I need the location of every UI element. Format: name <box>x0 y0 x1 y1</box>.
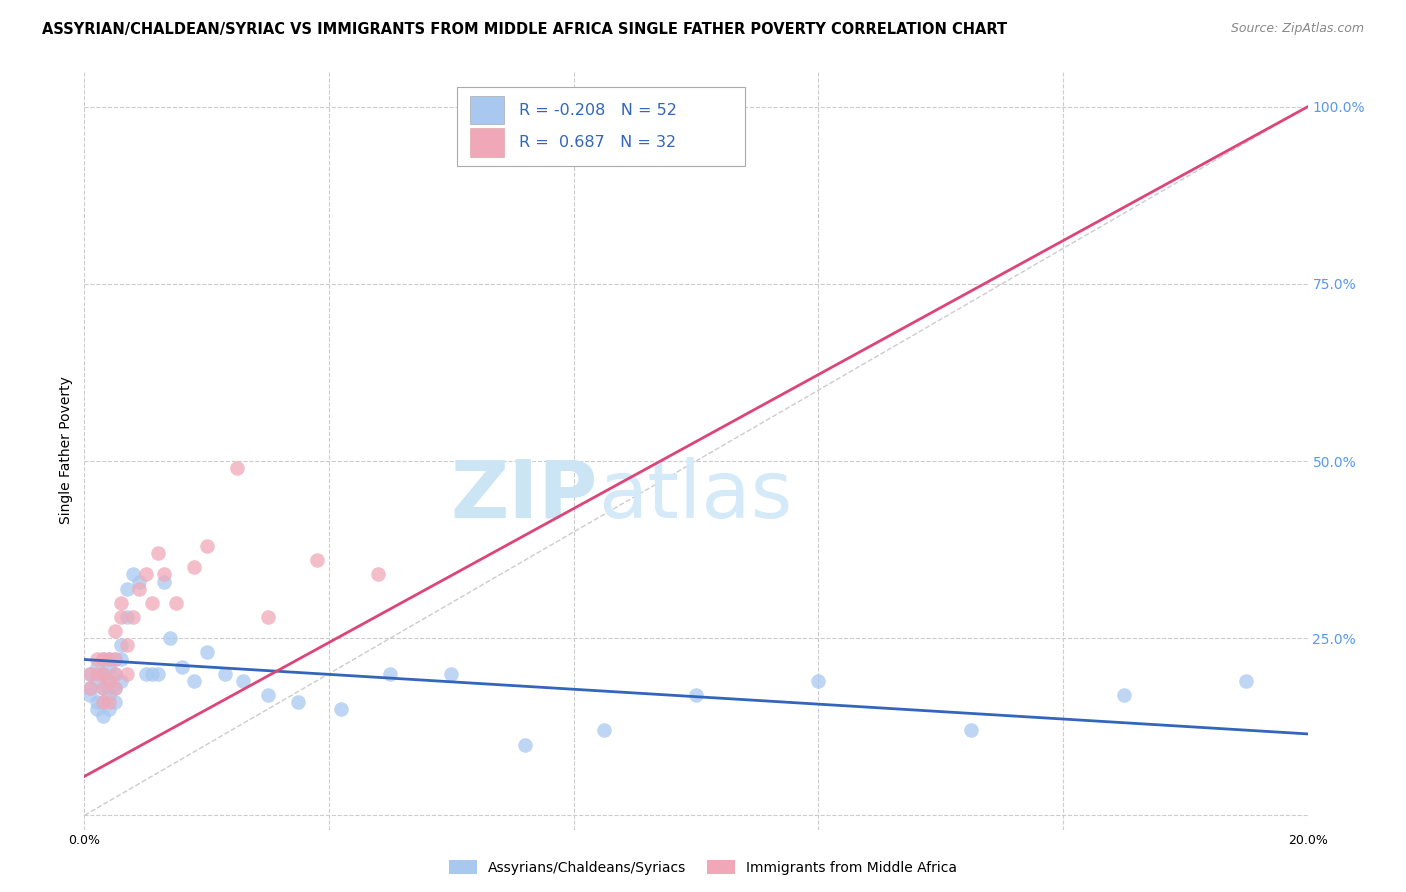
Text: ASSYRIAN/CHALDEAN/SYRIAC VS IMMIGRANTS FROM MIDDLE AFRICA SINGLE FATHER POVERTY : ASSYRIAN/CHALDEAN/SYRIAC VS IMMIGRANTS F… <box>42 22 1007 37</box>
Point <box>165 596 187 610</box>
Point <box>79 681 101 695</box>
Point <box>91 666 114 681</box>
Point <box>97 688 120 702</box>
Point <box>330 702 353 716</box>
Point <box>141 666 163 681</box>
Point <box>79 666 101 681</box>
Y-axis label: Single Father Poverty: Single Father Poverty <box>59 376 73 524</box>
Point <box>807 673 830 688</box>
Point <box>86 695 108 709</box>
Point <box>104 652 127 666</box>
Text: ZIP: ZIP <box>451 457 598 535</box>
Point <box>91 681 114 695</box>
Point <box>104 666 127 681</box>
Point <box>110 610 132 624</box>
Point <box>287 695 309 709</box>
Point <box>91 695 114 709</box>
Point <box>214 666 236 681</box>
Point <box>141 596 163 610</box>
Point <box>97 673 120 688</box>
Point <box>159 632 181 646</box>
Point <box>97 673 120 688</box>
Point <box>513 738 536 752</box>
Point <box>97 695 120 709</box>
Point <box>153 574 176 589</box>
Point <box>86 652 108 666</box>
Point <box>91 666 114 681</box>
Point <box>128 574 150 589</box>
Point <box>91 652 114 666</box>
Point <box>380 666 402 681</box>
FancyBboxPatch shape <box>470 95 503 125</box>
Point <box>257 688 280 702</box>
Point <box>110 596 132 610</box>
Point <box>135 567 157 582</box>
Text: R =  0.687   N = 32: R = 0.687 N = 32 <box>519 135 676 150</box>
Legend: Assyrians/Chaldeans/Syriacs, Immigrants from Middle Africa: Assyrians/Chaldeans/Syriacs, Immigrants … <box>443 855 963 880</box>
Point <box>86 659 108 673</box>
Point <box>440 666 463 681</box>
Point <box>91 666 114 681</box>
Text: R = -0.208   N = 52: R = -0.208 N = 52 <box>519 103 676 118</box>
Point <box>104 666 127 681</box>
Point <box>110 652 132 666</box>
Point <box>183 673 205 688</box>
Point <box>104 624 127 639</box>
Point <box>960 723 983 738</box>
Point <box>367 567 389 582</box>
Point <box>128 582 150 596</box>
Point <box>226 461 249 475</box>
Point <box>685 688 707 702</box>
Point <box>305 553 328 567</box>
Point <box>79 688 101 702</box>
Point <box>115 582 138 596</box>
Point <box>104 681 127 695</box>
Point <box>86 666 108 681</box>
Point <box>115 666 138 681</box>
Point <box>593 723 616 738</box>
Point <box>91 681 114 695</box>
Point <box>172 659 194 673</box>
Point <box>104 695 127 709</box>
Point <box>115 638 138 652</box>
Point <box>97 702 120 716</box>
Point <box>104 681 127 695</box>
Point <box>135 666 157 681</box>
Point <box>1236 673 1258 688</box>
Point <box>1114 688 1136 702</box>
Point <box>91 709 114 723</box>
Point <box>122 567 145 582</box>
Point <box>97 652 120 666</box>
Point <box>91 695 114 709</box>
Point <box>115 610 138 624</box>
FancyBboxPatch shape <box>470 128 503 157</box>
FancyBboxPatch shape <box>457 87 745 166</box>
Point <box>97 659 120 673</box>
Point <box>195 539 218 553</box>
Point <box>91 652 114 666</box>
Text: atlas: atlas <box>598 457 793 535</box>
Text: Source: ZipAtlas.com: Source: ZipAtlas.com <box>1230 22 1364 36</box>
Point <box>110 673 132 688</box>
Point <box>104 652 127 666</box>
Point <box>86 702 108 716</box>
Point <box>183 560 205 574</box>
Point <box>97 681 120 695</box>
Point <box>86 673 108 688</box>
Point <box>79 666 101 681</box>
Point <box>146 546 169 560</box>
Point <box>153 567 176 582</box>
Point <box>195 645 218 659</box>
Point <box>257 610 280 624</box>
Point <box>97 652 120 666</box>
Point <box>79 681 101 695</box>
Point <box>232 673 254 688</box>
Point <box>122 610 145 624</box>
Point <box>146 666 169 681</box>
Point <box>110 638 132 652</box>
